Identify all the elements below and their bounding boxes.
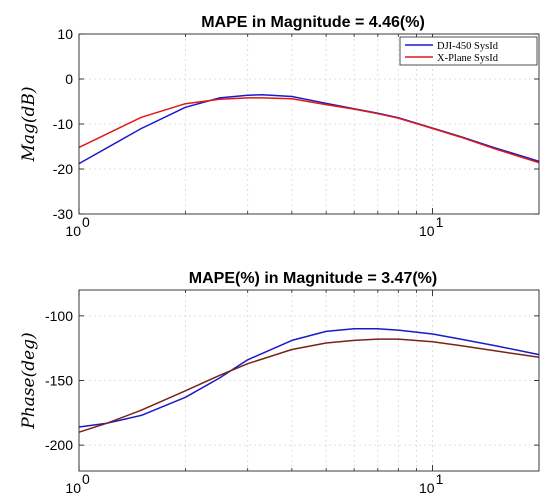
y-tick-label: -20 bbox=[53, 161, 73, 177]
legend-box bbox=[399, 36, 538, 66]
y-tick-label: 10 bbox=[57, 26, 73, 42]
y-tick-label: 0 bbox=[65, 71, 73, 87]
series-line-1 bbox=[78, 338, 540, 433]
x-tick-label-base: 10 bbox=[65, 480, 81, 496]
x-tick-label: 101 bbox=[419, 214, 444, 239]
y-tick-label: -30 bbox=[53, 206, 73, 222]
y-axis-label: Mag(dB) bbox=[19, 86, 39, 162]
series-line-0 bbox=[78, 328, 540, 428]
legend-label-0: DJI-450 SysId bbox=[437, 41, 499, 52]
x-tick-label-exponent: 0 bbox=[82, 214, 90, 230]
series-line-1 bbox=[78, 97, 540, 164]
x-tick-label-exponent: 0 bbox=[82, 471, 90, 487]
x-tick-label-base: 10 bbox=[65, 223, 81, 239]
y-tick-label: -10 bbox=[53, 116, 73, 132]
x-tick-label-exponent: 1 bbox=[436, 471, 444, 487]
y-tick-label: -150 bbox=[45, 373, 73, 389]
x-tick-label: 101 bbox=[419, 471, 444, 496]
y-tick-label: -200 bbox=[45, 437, 73, 453]
chart-title: MAPE(%) in Magnitude = 3.47(%) bbox=[189, 270, 437, 287]
legend-label-1: X-Plane SysId bbox=[437, 53, 499, 64]
x-tick-label-base: 10 bbox=[419, 223, 435, 239]
x-tick-label-exponent: 1 bbox=[436, 214, 444, 230]
series-line-0 bbox=[78, 94, 540, 165]
y-tick-label: -100 bbox=[45, 308, 73, 324]
chart-title: MAPE in Magnitude = 4.46(%) bbox=[201, 14, 425, 31]
y-axis-label: Phase(deg) bbox=[19, 332, 39, 429]
x-tick-label-base: 10 bbox=[419, 480, 435, 496]
x-tick-label: 100 bbox=[65, 214, 90, 239]
x-tick-label: 100 bbox=[65, 471, 90, 496]
